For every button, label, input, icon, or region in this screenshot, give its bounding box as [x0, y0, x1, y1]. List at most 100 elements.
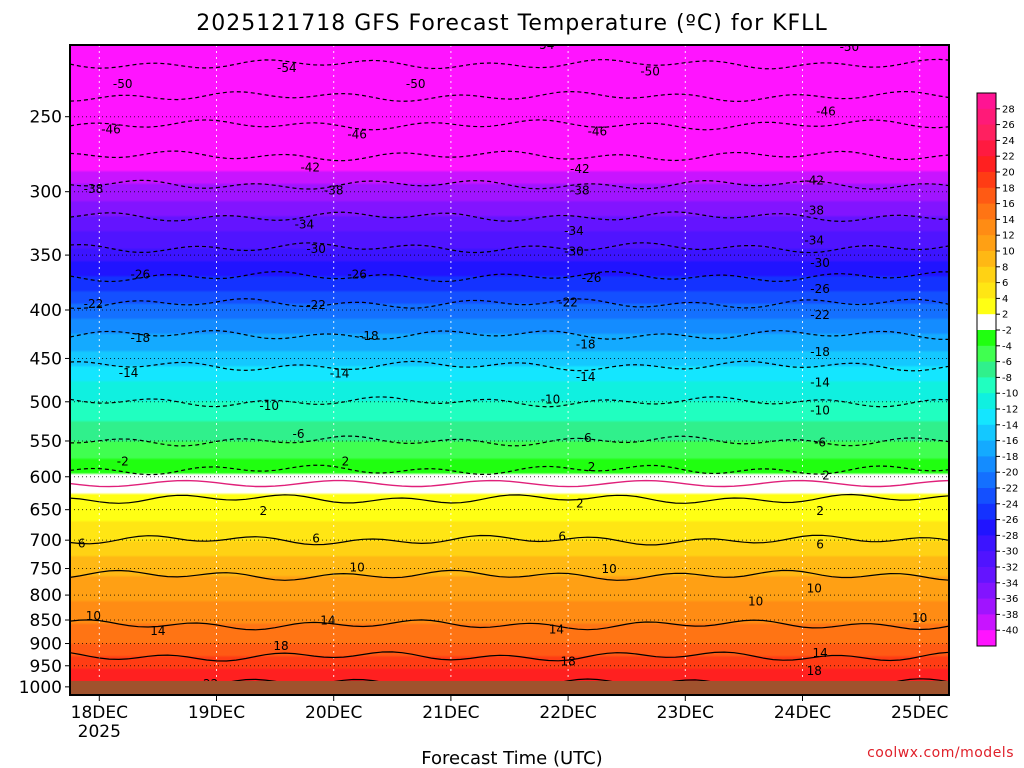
legend-swatch — [977, 219, 996, 236]
y-tick-label: 600 — [30, 468, 62, 488]
contour-label: -42 — [570, 162, 590, 176]
contour-label: 10 — [601, 562, 616, 576]
contour-label: -34 — [564, 224, 584, 238]
x-tick-label: 23DEC — [657, 703, 714, 723]
y-tick-label: 550 — [30, 432, 62, 452]
legend-swatch — [977, 108, 996, 126]
contour-label: -26 — [810, 282, 830, 296]
legend-swatch — [977, 266, 996, 284]
contour-line — [70, 150, 949, 162]
plot-fill — [70, 45, 949, 695]
contour-label: 14 — [812, 646, 827, 660]
contour-label: -26 — [582, 271, 602, 285]
legend-label: -28 — [1002, 531, 1018, 542]
legend-label: 4 — [1002, 294, 1008, 305]
legend-swatch — [977, 203, 996, 220]
legend-swatch — [977, 298, 996, 315]
contour-label: -46 — [588, 124, 608, 138]
contour-line — [70, 211, 949, 223]
contour-label: -34 — [295, 218, 315, 232]
legend-swatch — [977, 535, 996, 552]
contour-label-layer: -54-54-50 -50-50-50-46 -46 -46-46-42 -42-42-… — [78, 38, 927, 695]
y-tick-label: 950 — [30, 657, 62, 677]
terrain-band — [70, 681, 949, 695]
contour-line — [70, 298, 949, 310]
contour-line — [70, 242, 949, 254]
contour-label: -22 — [306, 298, 326, 312]
y-tick-label: 350 — [30, 246, 62, 266]
contour-label: 10 — [748, 595, 763, 609]
contour-label: -54 — [535, 38, 555, 52]
y-tick-label: 1000 — [19, 678, 62, 698]
chart-title: 2025121718 GFS Forecast Temperature (ºC)… — [196, 11, 827, 36]
contour-label: -18 — [810, 345, 830, 359]
legend-swatch — [977, 551, 996, 568]
legend-label: -16 — [1002, 436, 1018, 447]
contour-label: -50 — [113, 77, 133, 91]
legend-label: 26 — [1002, 120, 1015, 131]
contour-label: 18 — [560, 654, 575, 668]
legend-swatch — [977, 393, 996, 410]
contour-label: -26 — [131, 268, 151, 282]
legend-label: 18 — [1002, 183, 1015, 194]
y-tick-label: 900 — [30, 635, 62, 655]
contour-label: 10 — [86, 609, 101, 623]
legend-label: 14 — [1002, 215, 1015, 226]
legend-swatch — [977, 409, 996, 426]
legend-label: -30 — [1002, 547, 1018, 558]
contour-label: 2 — [576, 496, 584, 510]
legend-label: -22 — [1002, 484, 1018, 495]
contour-label: -38 — [570, 183, 590, 197]
legend-label: 10 — [1002, 247, 1015, 258]
contour-label: -14 — [576, 370, 596, 384]
contour-label: 6 — [816, 537, 824, 551]
contour-label: -2 — [117, 454, 129, 468]
legend-swatch — [977, 330, 996, 347]
contour-line — [70, 651, 949, 662]
contour-label: -38 — [84, 182, 104, 196]
contour-label: -18 — [576, 338, 596, 352]
contour-label: -38 — [804, 203, 824, 217]
legend-label: -24 — [1002, 499, 1018, 510]
legend-swatch — [977, 488, 996, 505]
legend-label: 20 — [1002, 168, 1015, 179]
contour-label: 10 — [349, 560, 364, 574]
contour-line — [70, 396, 949, 408]
legend-swatch — [977, 124, 996, 141]
contour-label: -42 — [300, 161, 320, 175]
contour-label: -50 — [840, 40, 860, 54]
legend-swatch — [977, 424, 996, 442]
legend-swatch — [977, 582, 996, 600]
contour-line — [70, 435, 949, 447]
contour-layer — [70, 58, 949, 689]
legend-frame — [976, 92, 997, 647]
contour-label: 6 — [558, 530, 566, 544]
legend-label: -36 — [1002, 594, 1018, 605]
contour-label: 10 — [807, 581, 822, 595]
legend-label: -8 — [1002, 373, 1012, 384]
contour-label: -22 — [84, 297, 104, 311]
contour-label: -30 — [564, 245, 584, 259]
contour-line — [70, 119, 949, 131]
contour-line — [70, 58, 949, 70]
contour-label: -10 — [541, 392, 561, 406]
legend-label: 16 — [1002, 199, 1015, 210]
legend-swatch — [977, 345, 996, 363]
legend-label: -40 — [1002, 626, 1018, 637]
contour-label: 18 — [273, 639, 288, 653]
contour-label: -6 — [814, 435, 826, 449]
y-tick-label: 850 — [30, 611, 62, 631]
contour-label: -54 — [277, 61, 297, 75]
legend-label: -12 — [1002, 405, 1018, 416]
contour-line — [70, 493, 949, 504]
y-tick-label: 250 — [30, 108, 62, 128]
legend-label: -6 — [1002, 357, 1012, 368]
legend-swatch — [977, 251, 996, 268]
legend-swatch — [977, 377, 996, 394]
x-tick-label: 24DEC — [774, 703, 831, 723]
legend-label: 6 — [1002, 278, 1008, 289]
legend-label: -32 — [1002, 563, 1018, 574]
contour-label: -30 — [810, 256, 830, 270]
contour-label: -6 — [293, 427, 305, 441]
